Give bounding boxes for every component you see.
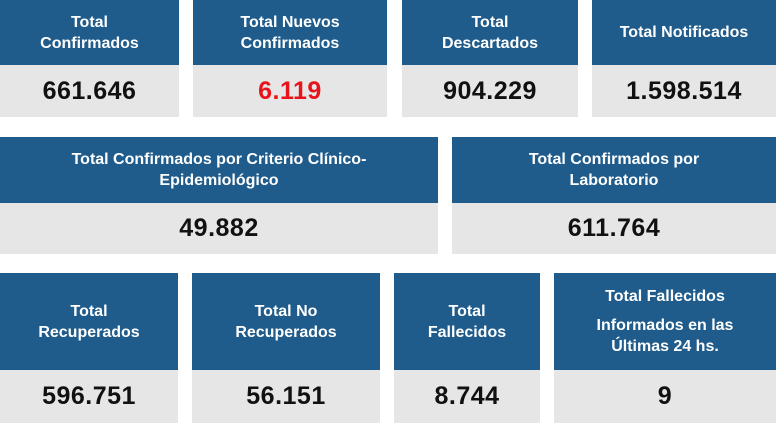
card-value: 596.751 [0,370,178,423]
card-confirmados-laboratorio: Total Confirmados por Laboratorio 611.76… [452,137,776,254]
card-title-block: Total Fallecidos Informados en las Últim… [554,273,776,370]
card-total-fallecidos: Total Fallecidos 8.744 [394,273,540,423]
card-title: Total Fallecidos [605,288,725,305]
card-total-no-recuperados: Total No Recuperados 56.151 [192,273,380,423]
card-value: 56.151 [192,370,380,423]
card-total-recuperados: Total Recuperados 596.751 [0,273,178,423]
card-subtitle: Informados en las Últimas 24 hs. [596,317,734,355]
card-value: 8.744 [394,370,540,423]
card-total-notificados: Total Notificados 1.598.514 [592,0,776,117]
card-confirmados-criterio-clinico: Total Confirmados por Criterio Clínico- … [0,137,438,254]
card-title: Total No Recuperados [192,273,380,370]
card-title: Total Confirmados por Criterio Clínico- … [0,137,438,203]
card-fallecidos-ultimas-24hs: Total Fallecidos Informados en las Últim… [554,273,776,423]
card-value: 904.229 [402,65,578,117]
card-total-nuevos-confirmados: Total Nuevos Confirmados 6.119 [193,0,387,117]
card-title: Total Descartados [402,0,578,65]
card-value: 661.646 [0,65,179,117]
card-value: 611.764 [452,203,776,254]
card-title: Total Recuperados [0,273,178,370]
card-value: 6.119 [193,65,387,117]
card-value: 49.882 [0,203,438,254]
card-title: Total Notificados [592,0,776,65]
card-value: 1.598.514 [592,65,776,117]
card-title: Total Confirmados por Laboratorio [452,137,776,203]
card-title: Total Nuevos Confirmados [193,0,387,65]
card-value: 9 [554,370,776,423]
card-total-confirmados: Total Confirmados 661.646 [0,0,179,117]
card-title: Total Confirmados [0,0,179,65]
card-title: Total Fallecidos [394,273,540,370]
card-total-descartados: Total Descartados 904.229 [402,0,578,117]
